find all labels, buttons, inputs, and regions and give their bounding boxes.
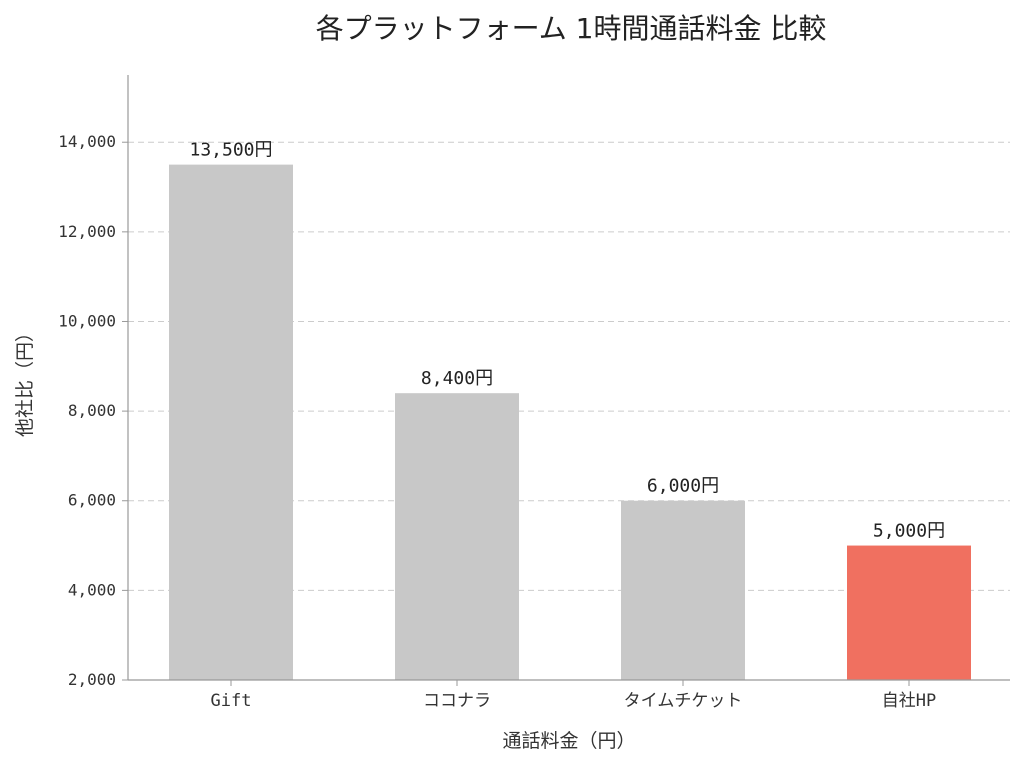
y-tick-label: 4,000 <box>68 580 116 599</box>
bars <box>169 164 971 680</box>
y-ticks: 2,000 4,000 6,000 8,000 10,000 12,000 14,000 <box>58 132 128 689</box>
bar-2 <box>621 500 745 680</box>
x-tick-label: タイムチケット <box>624 691 743 711</box>
data-label: 8,400円 <box>421 368 493 389</box>
bar-0 <box>169 164 293 680</box>
y-tick-label: 12,000 <box>58 222 116 241</box>
y-axis-label: 他社比（円） <box>14 323 36 437</box>
x-axis-label: 通話料金（円） <box>502 730 635 752</box>
data-label: 5,000円 <box>873 521 945 542</box>
chart-title: 各プラットフォーム 1時間通話料金 比較 <box>316 12 827 45</box>
y-tick-label: 6,000 <box>68 491 116 510</box>
bar-1 <box>395 393 519 680</box>
x-ticks: Gift ココナラ タイムチケット 自社HP <box>211 680 936 711</box>
x-tick-label: 自社HP <box>882 691 936 711</box>
value-labels: 13,500円 8,400円 6,000円 5,000円 <box>189 140 945 542</box>
x-tick-label: Gift <box>211 691 252 711</box>
y-tick-label: 8,000 <box>68 401 116 420</box>
x-tick-label: ココナラ <box>423 691 491 711</box>
y-tick-label: 2,000 <box>68 670 116 689</box>
axes <box>127 75 1010 681</box>
y-tick-label: 14,000 <box>58 132 116 151</box>
data-label: 6,000円 <box>647 476 719 497</box>
bar-3 <box>847 545 971 680</box>
data-label: 13,500円 <box>189 140 272 161</box>
y-tick-label: 10,000 <box>58 311 116 330</box>
